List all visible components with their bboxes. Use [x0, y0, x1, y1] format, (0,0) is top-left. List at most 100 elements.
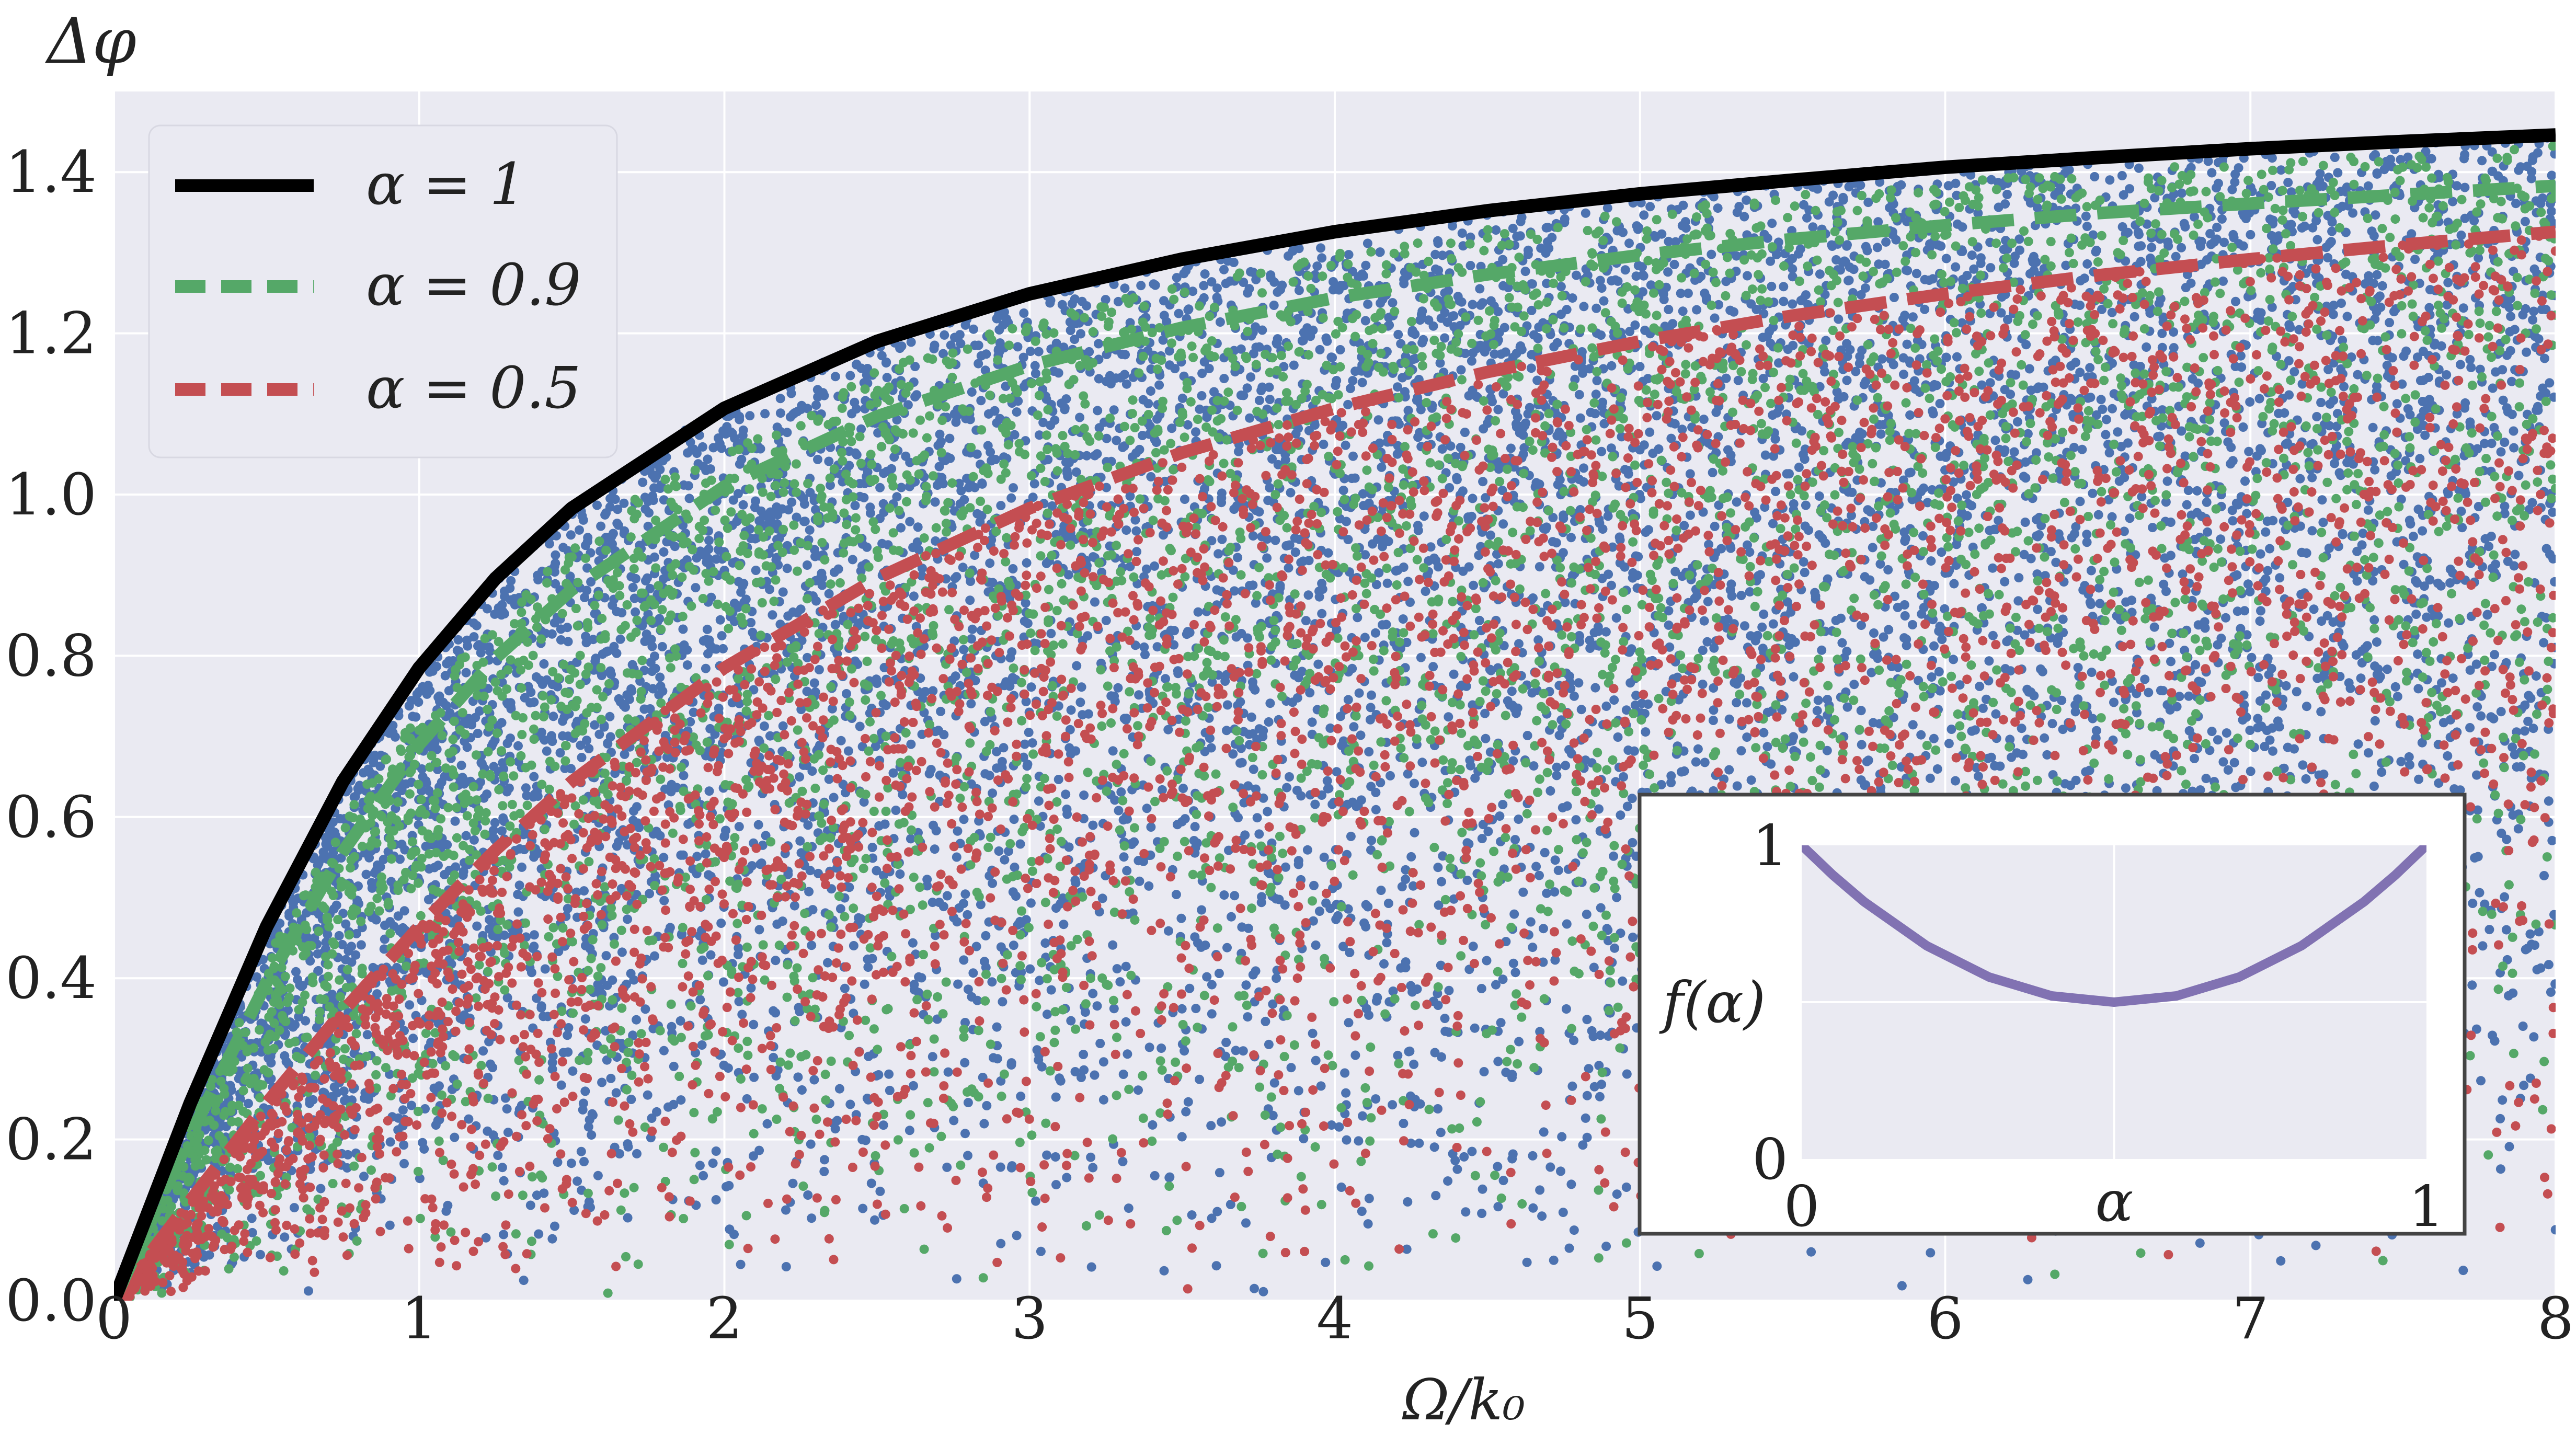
scatter-point [2339, 382, 2349, 392]
scatter-point [2358, 529, 2368, 538]
scatter-point [2549, 910, 2556, 920]
scatter-point [1468, 942, 1478, 951]
scatter-point [1740, 621, 1749, 631]
scatter-point [1286, 1063, 1296, 1073]
scatter-point [1849, 680, 1859, 690]
scatter-point [479, 793, 489, 803]
scatter-point [2411, 576, 2421, 586]
scatter-point [845, 1099, 855, 1109]
scatter-point [1360, 633, 1370, 642]
scatter-point [1842, 647, 1852, 656]
scatter-point [289, 1203, 299, 1213]
scatter-point [2353, 739, 2363, 749]
scatter-point [699, 1170, 708, 1180]
scatter-point [2504, 1142, 2514, 1152]
scatter-point [1900, 611, 1910, 621]
scatter-point [2467, 980, 2477, 990]
scatter-point [1197, 905, 1207, 915]
scatter-point [2506, 312, 2516, 322]
scatter-point [1370, 628, 1380, 638]
scatter-point [1478, 477, 1488, 487]
scatter-point [701, 663, 711, 673]
scatter-point [968, 968, 978, 978]
scatter-point [2465, 723, 2475, 732]
scatter-point [1742, 732, 1752, 742]
scatter-point [1926, 556, 1936, 566]
scatter-point [2077, 444, 2087, 454]
scatter-point [623, 914, 633, 924]
scatter-point [996, 1238, 1006, 1248]
scatter-point [2550, 1225, 2556, 1235]
scatter-point [1732, 698, 1742, 707]
scatter-point [754, 925, 764, 935]
scatter-point [2550, 577, 2556, 587]
scatter-point [1280, 900, 1290, 910]
scatter-point [1206, 1121, 1216, 1131]
scatter-point [1265, 395, 1275, 404]
scatter-point [1012, 1231, 1022, 1241]
scatter-point [1919, 483, 1929, 493]
scatter-point [2356, 673, 2366, 683]
scatter-point [1572, 270, 1581, 280]
scatter-point [1645, 202, 1655, 212]
scatter-point [1219, 374, 1229, 384]
scatter-point [1188, 286, 1198, 296]
scatter-point [805, 525, 815, 535]
scatter-point [2169, 327, 2179, 337]
scatter-point [1336, 1183, 1346, 1192]
scatter-point [596, 521, 606, 531]
scatter-point [2040, 733, 2050, 743]
scatter-point [1388, 1100, 1398, 1110]
scatter-point [1574, 389, 1584, 399]
scatter-point [2178, 569, 2188, 579]
scatter-point [992, 1022, 1002, 1032]
scatter-point [2370, 465, 2380, 475]
scatter-point [1498, 519, 1508, 529]
scatter-point [1508, 223, 1518, 233]
scatter-point [1799, 200, 1808, 210]
scatter-point [2207, 727, 2217, 737]
scatter-point [1766, 759, 1776, 769]
scatter-point [2082, 259, 2092, 269]
scatter-point [597, 1077, 607, 1087]
scatter-point [988, 878, 998, 888]
scatter-point [659, 896, 669, 905]
scatter-point [256, 1249, 265, 1259]
scatter-point [1743, 540, 1752, 550]
scatter-point [537, 679, 547, 689]
scatter-point [826, 480, 835, 490]
scatter-point [1381, 619, 1391, 629]
scatter-point [399, 906, 409, 916]
scatter-point [1535, 870, 1544, 880]
scatter-point [1219, 890, 1229, 900]
scatter-point [2530, 940, 2539, 950]
scatter-point [1146, 822, 1156, 832]
scatter-point [701, 849, 711, 859]
scatter-point [863, 962, 873, 972]
scatter-point [1434, 266, 1444, 276]
scatter-point [1195, 404, 1205, 414]
scatter-point [575, 525, 584, 535]
scatter-point [1639, 210, 1649, 220]
scatter-point [1692, 305, 1702, 315]
scatter-point [244, 1098, 253, 1108]
scatter-point [2325, 238, 2334, 248]
scatter-point [704, 535, 714, 545]
scatter-point [1699, 616, 1709, 626]
scatter-point [1190, 822, 1200, 832]
scatter-point [1558, 1208, 1568, 1218]
scatter-point [647, 1114, 657, 1123]
scatter-point [2254, 394, 2264, 404]
scatter-point [943, 1067, 953, 1077]
scatter-point [1666, 433, 1676, 443]
scatter-point [1467, 356, 1476, 366]
scatter-point [952, 852, 961, 862]
scatter-point [704, 786, 714, 796]
scatter-point [626, 1095, 636, 1104]
scatter-point [1601, 701, 1611, 711]
scatter-point [1991, 709, 2001, 719]
scatter-point [1916, 730, 1926, 740]
scatter-point [1529, 761, 1539, 771]
scatter-point [640, 1004, 650, 1014]
scatter-point [1716, 544, 1726, 554]
